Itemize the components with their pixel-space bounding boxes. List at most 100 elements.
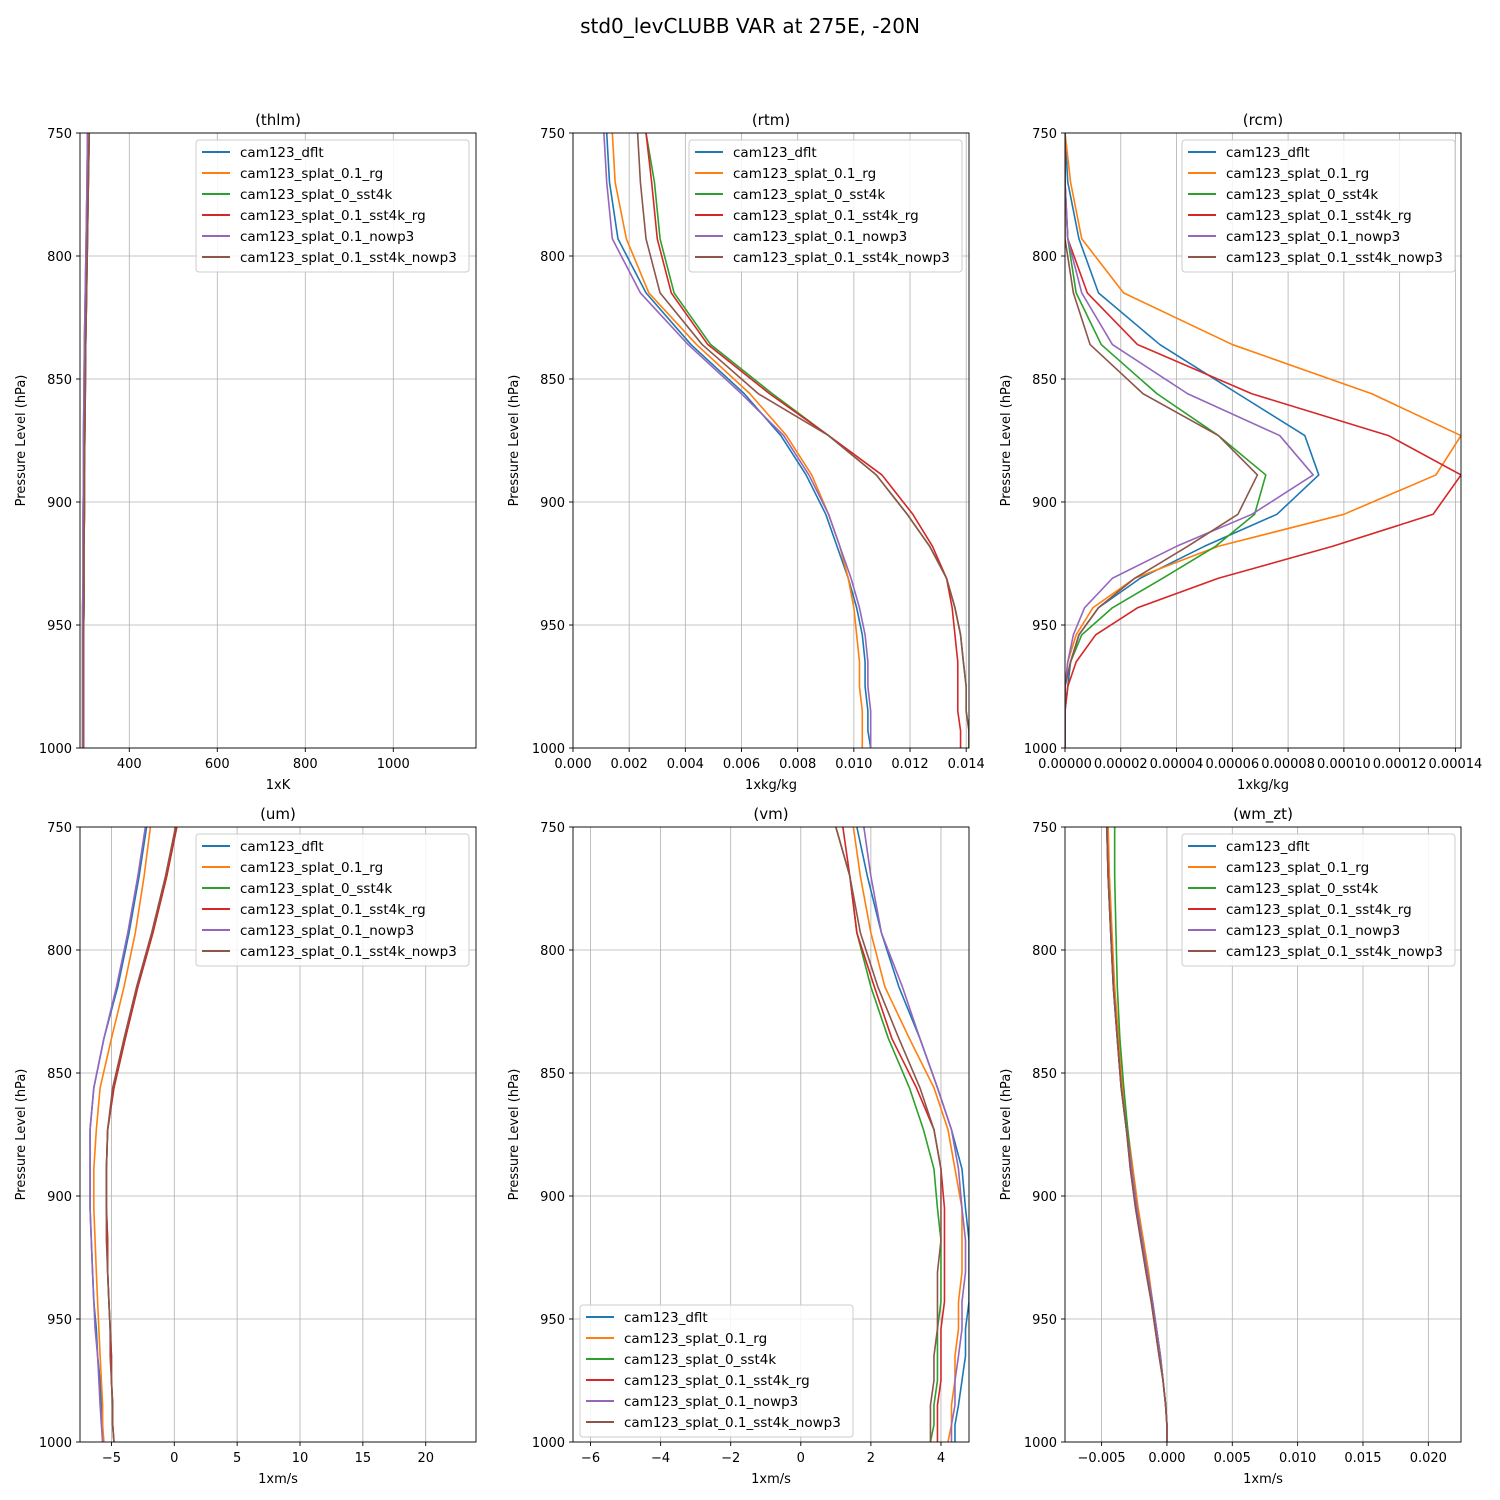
panel-6: −0.005 0.000 0.005 0.010 0.015 0.020 750 800 850… <box>999 805 1462 1487</box>
legend-label: cam123_splat_0.1_sst4k_rg <box>733 208 919 224</box>
x-axis-label: 1xm/s <box>751 1472 791 1487</box>
panel-5: −6 −4 −2 0 2 4 750 800 850 900 950 1000 (vm) 1xm/s Pre… <box>507 805 970 1487</box>
x-axis-label: 1xm/s <box>1243 1472 1283 1487</box>
x-tick-label: −0.005 <box>1078 1451 1126 1466</box>
legend-label: cam123_splat_0_sst4k <box>240 881 392 897</box>
series-line-cam123_splat_0_sst4k <box>835 827 942 1442</box>
legend-box <box>195 833 470 967</box>
legend-label: cam123_splat_0.1_rg <box>624 1331 767 1347</box>
y-tick-label: 850 <box>540 1067 565 1082</box>
y-tick-label: 950 <box>540 619 565 634</box>
x-tick-label: 0.00014 <box>1429 757 1483 772</box>
series-line-cam123_dflt <box>856 827 969 1442</box>
y-tick-label: 750 <box>47 821 72 836</box>
x-tick-label: 800 <box>293 757 318 772</box>
x-axis-label: 1xK <box>266 778 291 793</box>
x-tick-label: 0.00004 <box>1150 757 1204 772</box>
axes-frame <box>572 132 970 749</box>
y-tick-label: 850 <box>47 1067 72 1082</box>
legend-label: cam123_splat_0.1_sst4k_nowp3 <box>1226 250 1443 266</box>
legend-box <box>579 1304 854 1438</box>
x-tick-label: 600 <box>205 757 230 772</box>
y-tick-label: 900 <box>47 1190 72 1205</box>
series-line-cam123_splat_0.1_rg <box>1065 133 1461 748</box>
legend-label: cam123_splat_0.1_sst4k_nowp3 <box>240 250 457 266</box>
legend-label: cam123_dflt <box>733 145 817 161</box>
y-tick-label: 1000 <box>1024 742 1057 757</box>
y-axis-label: Pressure Level (hPa) <box>14 375 29 507</box>
x-tick-label: 0.00006 <box>1205 757 1259 772</box>
legend-label: cam123_splat_0.1_sst4k_nowp3 <box>624 1415 841 1431</box>
panel-title: (um) <box>260 805 296 823</box>
legend: cam123_dflt cam123_splat_0.1_rg cam123_spl… <box>688 139 963 273</box>
legend-label: cam123_splat_0.1_nowp3 <box>624 1394 798 1410</box>
legend-label: cam123_splat_0_sst4k <box>1226 881 1378 897</box>
series-line-cam123_splat_0.1_sst4k_rg <box>105 827 178 1442</box>
legend-label: cam123_splat_0.1_nowp3 <box>1226 229 1400 245</box>
legend: cam123_dflt cam123_splat_0.1_rg cam123_spl… <box>1181 833 1456 967</box>
legend-label: cam123_splat_0.1_rg <box>733 166 876 182</box>
y-tick-label: 800 <box>47 944 72 959</box>
series-group <box>1065 133 1461 748</box>
legend-box <box>1181 139 1456 273</box>
x-tick-label: 0.00000 <box>1038 757 1092 772</box>
series-line-cam123_splat_0.1_sst4k_nowp3 <box>1106 827 1168 1442</box>
y-tick-label: 950 <box>540 1313 565 1328</box>
y-tick-label: 950 <box>1032 1313 1057 1328</box>
x-tick-label: −6 <box>581 1451 600 1466</box>
x-tick-label: 4 <box>937 1451 945 1466</box>
y-tick-label: 1000 <box>39 1436 72 1451</box>
x-tick-label: 0.008 <box>779 757 816 772</box>
legend-label: cam123_splat_0.1_rg <box>1226 860 1369 876</box>
series-line-cam123_splat_0.1_sst4k_nowp3 <box>636 133 969 748</box>
x-tick-label: 0.005 <box>1214 1451 1251 1466</box>
y-tick-label: 1000 <box>1024 1436 1057 1451</box>
x-axis-label: 1xkg/kg <box>745 778 797 793</box>
legend-label: cam123_splat_0.1_sst4k_rg <box>624 1373 810 1389</box>
legend-label: cam123_splat_0_sst4k <box>1226 187 1378 203</box>
series-group <box>603 133 969 748</box>
x-tick-label: 0.002 <box>611 757 648 772</box>
legend: cam123_dflt cam123_splat_0.1_rg cam123_spl… <box>1181 139 1456 273</box>
legend-label: cam123_splat_0_sst4k <box>240 187 392 203</box>
series-line-cam123_splat_0.1_sst4k_nowp3 <box>835 827 942 1442</box>
series-line-cam123_splat_0.1_sst4k_rg <box>645 133 962 748</box>
legend-label: cam123_splat_0.1_nowp3 <box>240 923 414 939</box>
series-line-cam123_splat_0.1_sst4k_nowp3 <box>82 133 91 748</box>
legend-label: cam123_splat_0.1_rg <box>240 860 383 876</box>
panel-title: (rtm) <box>752 111 790 129</box>
legend-label: cam123_dflt <box>240 839 324 855</box>
y-tick-label: 800 <box>47 250 72 265</box>
y-tick-label: 900 <box>540 1190 565 1205</box>
y-tick-label: 750 <box>540 127 565 142</box>
series-line-cam123_splat_0.1_nowp3 <box>81 133 89 748</box>
y-axis-label: Pressure Level (hPa) <box>999 375 1014 507</box>
x-tick-label: 1000 <box>377 757 410 772</box>
y-axis-label: Pressure Level (hPa) <box>507 375 522 507</box>
y-axis-label: Pressure Level (hPa) <box>999 1069 1014 1201</box>
y-tick-label: 800 <box>1032 944 1057 959</box>
y-tick-label: 950 <box>47 619 72 634</box>
series-group <box>89 827 178 1442</box>
series-line-cam123_splat_0.1_rg <box>93 827 152 1442</box>
legend-label: cam123_dflt <box>240 145 324 161</box>
series-group <box>1106 827 1168 1442</box>
y-tick-label: 800 <box>1032 250 1057 265</box>
series-line-cam123_splat_0.1_nowp3 <box>603 133 872 748</box>
legend-label: cam123_splat_0.1_sst4k_rg <box>1226 902 1412 918</box>
y-axis-label: Pressure Level (hPa) <box>507 1069 522 1201</box>
x-tick-label: 0 <box>797 1451 805 1466</box>
legend-box <box>688 139 963 273</box>
y-tick-label: 750 <box>47 127 72 142</box>
x-axis-label: 1xm/s <box>258 1472 298 1487</box>
legend: cam123_dflt cam123_splat_0.1_rg cam123_spl… <box>579 1304 854 1438</box>
y-tick-label: 850 <box>1032 1067 1057 1082</box>
y-tick-label: 900 <box>1032 1190 1057 1205</box>
x-axis-label: 1xkg/kg <box>1237 778 1289 793</box>
legend-label: cam123_splat_0.1_sst4k_nowp3 <box>1226 944 1443 960</box>
axes-frame <box>1064 132 1462 749</box>
panel-title: (thlm) <box>255 111 301 129</box>
series-line-cam123_splat_0_sst4k <box>1065 133 1267 748</box>
panel-title: (vm) <box>753 805 788 823</box>
